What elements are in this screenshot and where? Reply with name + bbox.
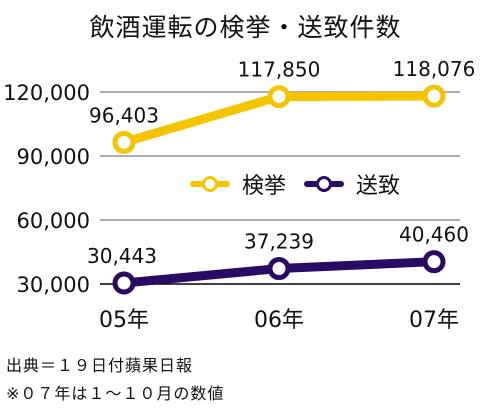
data-point (422, 84, 446, 108)
source-note: 出典＝１９日付蘋果日報 (6, 356, 194, 375)
legend: 検挙 送致 (190, 168, 400, 200)
data-label: 37,239 (244, 230, 314, 254)
data-point (112, 130, 136, 154)
y-tick-label: 120,000 (3, 81, 90, 105)
data-label: 30,443 (87, 244, 157, 268)
x-tick-label: 06年 (254, 308, 304, 333)
data-point (267, 257, 291, 281)
legend-label-souchi: 送致 (356, 174, 401, 199)
legend-marker-souchi (304, 175, 345, 193)
y-tick-label: 30,000 (17, 273, 90, 297)
chart-title: 飲酒運転の検挙・送致件数 (89, 13, 402, 42)
data-point (422, 250, 446, 274)
legend-item-souchi: 送致 (304, 168, 400, 200)
data-point (112, 271, 136, 295)
data-label: 118,076 (393, 57, 476, 81)
x-tick-label: 07年 (409, 308, 459, 333)
legend-label-kenkyo: 検挙 (242, 174, 287, 199)
y-tick-label: 60,000 (17, 209, 90, 233)
legend-item-kenkyo: 検挙 (190, 168, 286, 200)
data-label: 96,403 (89, 103, 159, 127)
y-tick-label: 90,000 (17, 145, 90, 169)
legend-marker-kenkyo (190, 175, 230, 193)
data-point (267, 85, 291, 109)
data-label: 40,460 (399, 223, 469, 247)
data-label: 117,850 (238, 58, 321, 82)
x-tick-label: 05年 (99, 308, 149, 333)
caveat-note: ※０７年は１〜１０月の数値 (6, 384, 225, 403)
